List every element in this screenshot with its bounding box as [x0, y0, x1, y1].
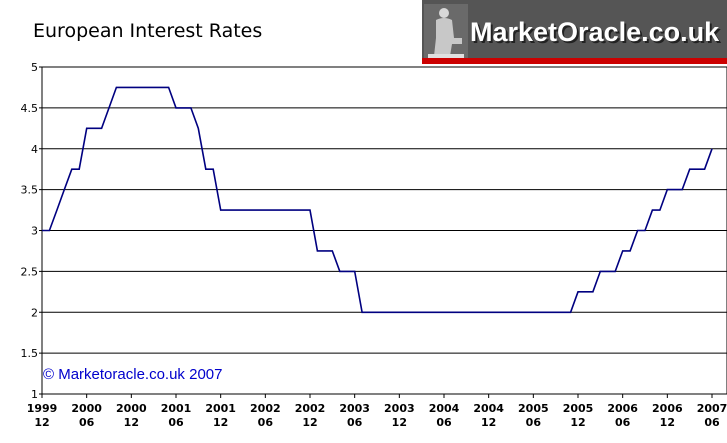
x-tick-month: 12	[124, 416, 139, 429]
y-axis-tick-labels: 1 1.5 2 2.5 3 3.5 4 4.5 5	[21, 61, 42, 401]
x-tick-month: 12	[570, 416, 585, 429]
x-tick-month: 06	[615, 416, 631, 429]
x-tick-month: 06	[347, 416, 363, 429]
banner-brand-text: MarketOracle.co.uk	[470, 17, 720, 47]
y-tick-label: 2.5	[21, 265, 39, 278]
x-tick-month: 12	[213, 416, 228, 429]
x-tick-year: 2005	[518, 402, 549, 415]
x-tick-year: 2002	[295, 402, 326, 415]
x-tick-year: 2006	[607, 402, 638, 415]
x-tick-month: 06	[79, 416, 95, 429]
x-tick-month: 06	[258, 416, 274, 429]
x-tick-month: 12	[302, 416, 317, 429]
x-tick-month: 06	[168, 416, 184, 429]
x-tick-month: 12	[34, 416, 49, 429]
y-tick-label: 1	[31, 388, 38, 401]
x-tick-year: 2000	[71, 402, 102, 415]
y-tick-label: 3.5	[21, 184, 39, 197]
x-tick-year: 2006	[652, 402, 683, 415]
x-tick-month: 12	[481, 416, 496, 429]
x-tick-year: 2003	[339, 402, 370, 415]
banner-brand-shadow: MarketOracle.co.uk	[472, 19, 722, 49]
grid-lines	[42, 66, 727, 395]
x-tick-month: 12	[392, 416, 407, 429]
interest-rate-series-line	[42, 86, 713, 314]
y-tick-label: 3	[31, 225, 38, 238]
site-banner[interactable]: MarketOracle.co.uk MarketOracle.co.uk	[422, 0, 727, 64]
chart-title: European Interest Rates	[33, 20, 263, 42]
x-tick-year: 2004	[429, 402, 460, 415]
x-axis-tick-labels: 1999122000062000122001062001122002062002…	[27, 394, 727, 429]
x-tick-year: 1999	[27, 402, 58, 415]
x-tick-year: 2000	[116, 402, 147, 415]
x-tick-year: 2007	[697, 402, 727, 415]
x-tick-year: 2001	[161, 402, 192, 415]
banner-background	[422, 0, 727, 58]
x-tick-month: 06	[436, 416, 452, 429]
x-tick-year: 2005	[563, 402, 594, 415]
copyright-annotation: © Marketoracle.co.uk 2007	[43, 366, 222, 383]
x-tick-year: 2002	[250, 402, 281, 415]
statue-icon	[424, 4, 468, 58]
x-tick-year: 2004	[473, 402, 504, 415]
y-tick-label: 5	[31, 61, 38, 74]
y-tick-label: 2	[31, 306, 38, 319]
x-tick-month: 06	[704, 416, 720, 429]
banner-stripe	[422, 58, 727, 64]
x-tick-year: 2003	[384, 402, 415, 415]
y-tick-label: 1.5	[21, 347, 39, 360]
y-tick-label: 4.5	[21, 102, 39, 115]
y-tick-label: 4	[31, 143, 38, 156]
banner-graphic: MarketOracle.co.uk MarketOracle.co.uk	[422, 0, 727, 64]
x-tick-month: 06	[526, 416, 542, 429]
x-tick-year: 2001	[205, 402, 236, 415]
x-tick-month: 12	[660, 416, 675, 429]
